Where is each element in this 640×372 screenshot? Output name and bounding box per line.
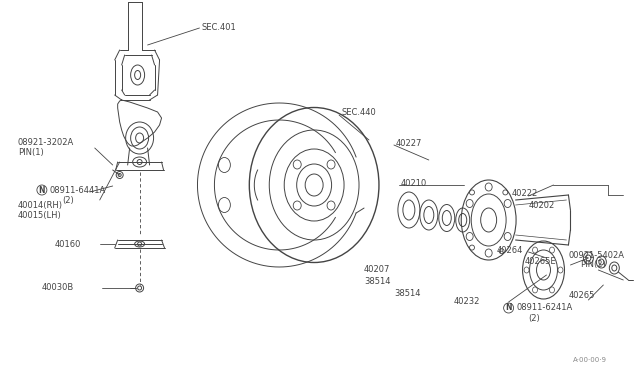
Text: (2): (2) <box>62 196 74 205</box>
Text: 40202: 40202 <box>529 201 555 209</box>
Text: (2): (2) <box>529 314 540 323</box>
Text: 38514: 38514 <box>394 289 420 298</box>
Text: 40015(LH): 40015(LH) <box>18 211 61 219</box>
Text: 08911-6241A: 08911-6241A <box>516 304 573 312</box>
Text: PIN(2): PIN(2) <box>580 260 606 269</box>
Text: 08911-6441A: 08911-6441A <box>50 186 106 195</box>
Text: 00921-5402A: 00921-5402A <box>568 250 625 260</box>
Text: 40207: 40207 <box>364 266 390 275</box>
Text: 40265: 40265 <box>568 291 595 299</box>
Text: 40210: 40210 <box>401 179 427 187</box>
Text: 40014(RH): 40014(RH) <box>18 201 63 209</box>
Text: SEC.440: SEC.440 <box>341 108 376 116</box>
Text: 40232: 40232 <box>454 298 480 307</box>
Text: 40265E: 40265E <box>525 257 556 266</box>
Text: 08921-3202A: 08921-3202A <box>18 138 74 147</box>
Text: A·00·00·9: A·00·00·9 <box>573 357 607 363</box>
Text: 40030B: 40030B <box>42 283 74 292</box>
Text: 40160: 40160 <box>55 240 81 248</box>
Text: 40264: 40264 <box>497 246 523 254</box>
Text: 38514: 38514 <box>364 278 390 286</box>
Text: N: N <box>38 186 45 195</box>
Text: PIN(1): PIN(1) <box>18 148 44 157</box>
Text: N: N <box>506 304 512 312</box>
Text: 40222: 40222 <box>511 189 538 198</box>
Text: SEC.401: SEC.401 <box>202 22 236 32</box>
Text: 40227: 40227 <box>396 138 422 148</box>
